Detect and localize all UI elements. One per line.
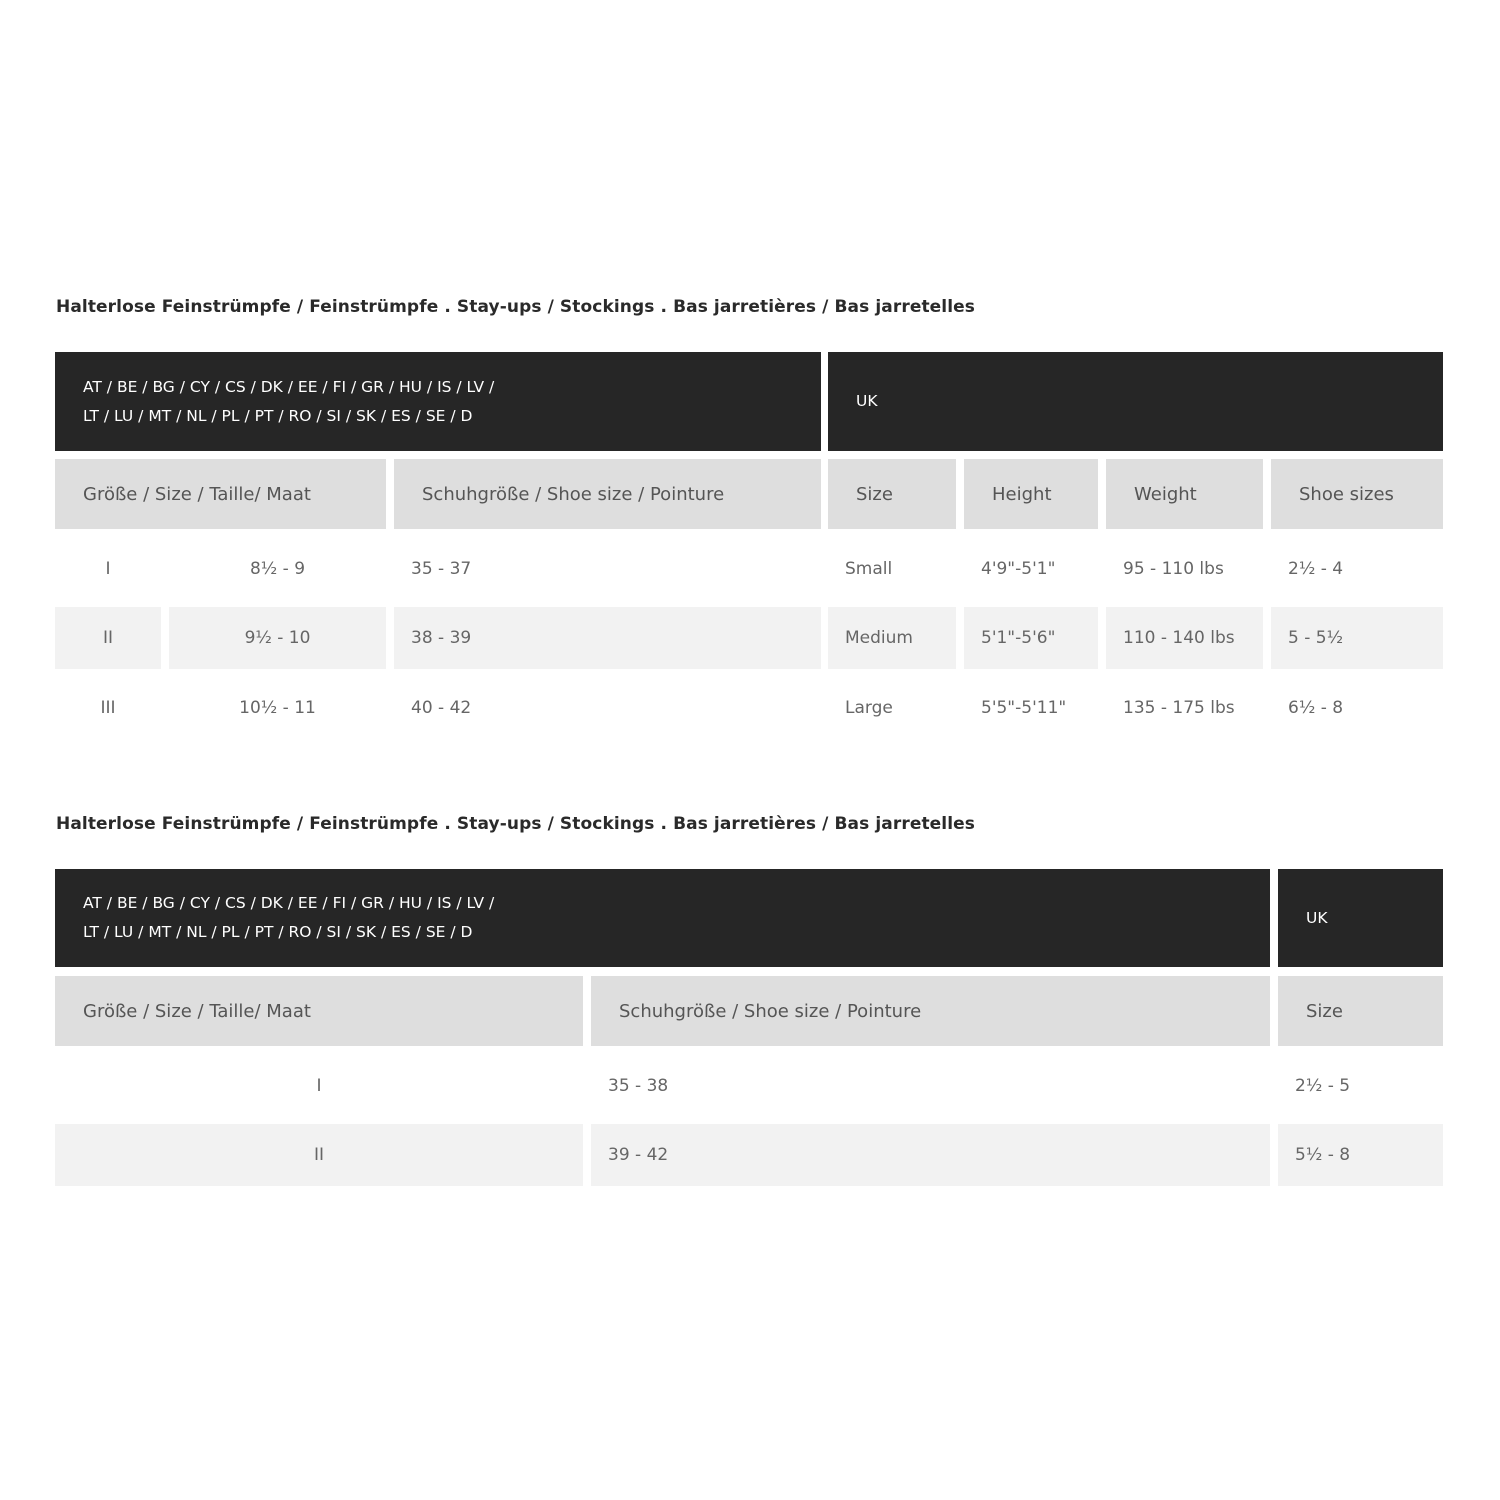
cell-size-roman: I: [316, 1076, 322, 1096]
cell-height: 5'5"-5'11": [981, 698, 1067, 718]
col-header-size: Größe / Size / Taille/ Maat: [55, 976, 583, 1046]
cell-weight: 95 - 110 lbs: [1123, 559, 1224, 579]
cell-shoe-size: 35 - 37: [411, 559, 472, 579]
cell-uk-size: Small: [845, 559, 893, 579]
table1-eu-countries-header: AT / BE / BG / CY / CS / DK / EE / FI / …: [55, 352, 821, 451]
cell-uk-shoe-sizes: 5 - 5½: [1271, 607, 1443, 669]
cell-size-range: 8½ - 9: [249, 559, 306, 579]
col-header-shoe-sizes: Shoe sizes: [1271, 459, 1443, 529]
cell-size-roman: I: [105, 559, 111, 579]
col-header-shoe-size: Schuhgröße / Shoe size / Pointure: [394, 459, 821, 529]
cell-size-range: 9½ - 10: [169, 607, 386, 669]
col-header-weight: Weight: [1106, 459, 1263, 529]
col-header-shoe-size: Schuhgröße / Shoe size / Pointure: [591, 976, 1270, 1046]
table1-title: Halterlose Feinstrümpfe / Feinstrümpfe .…: [56, 297, 976, 317]
col-header-uk-size: Size: [828, 459, 956, 529]
cell-uk-size: 5½ - 8: [1278, 1124, 1443, 1186]
cell-uk-shoe-sizes: 2½ - 4: [1288, 559, 1344, 579]
eu-countries-line2: LT / LU / MT / NL / PL / PT / RO / SI / …: [83, 923, 473, 941]
col-header-size: Größe / Size / Taille/ Maat: [55, 459, 386, 529]
col-header-height: Height: [964, 459, 1098, 529]
cell-size-range: 10½ - 11: [239, 698, 316, 718]
cell-uk-size: 2½ - 5: [1295, 1076, 1351, 1096]
table2-eu-countries-header: AT / BE / BG / CY / CS / DK / EE / FI / …: [55, 869, 1270, 967]
cell-shoe-size: 35 - 38: [608, 1076, 669, 1096]
table1-uk-header: UK: [828, 352, 1443, 451]
cell-uk-size: Large: [845, 698, 893, 718]
cell-uk-size: Medium: [828, 607, 956, 669]
cell-size-roman: II: [55, 607, 161, 669]
eu-countries-line1: AT / BE / BG / CY / CS / DK / EE / FI / …: [83, 377, 495, 396]
col-header-uk-size: Size: [1278, 976, 1443, 1046]
cell-size-roman: II: [55, 1124, 583, 1186]
cell-height: 5'1"-5'6": [964, 607, 1098, 669]
table2-title: Halterlose Feinstrümpfe / Feinstrümpfe .…: [56, 814, 976, 834]
cell-shoe-size: 39 - 42: [591, 1124, 1270, 1186]
cell-uk-shoe-sizes: 6½ - 8: [1288, 698, 1344, 718]
eu-countries-line2: LT / LU / MT / NL / PL / PT / RO / SI / …: [83, 406, 473, 425]
cell-height: 4'9"-5'1": [981, 559, 1056, 579]
table2-uk-header: UK: [1278, 869, 1443, 967]
cell-size-roman: III: [100, 698, 116, 718]
cell-shoe-size: 40 - 42: [411, 698, 472, 718]
cell-shoe-size: 38 - 39: [394, 607, 821, 669]
cell-weight: 110 - 140 lbs: [1106, 607, 1263, 669]
cell-weight: 135 - 175 lbs: [1123, 698, 1235, 718]
eu-countries-line1: AT / BE / BG / CY / CS / DK / EE / FI / …: [83, 894, 495, 912]
